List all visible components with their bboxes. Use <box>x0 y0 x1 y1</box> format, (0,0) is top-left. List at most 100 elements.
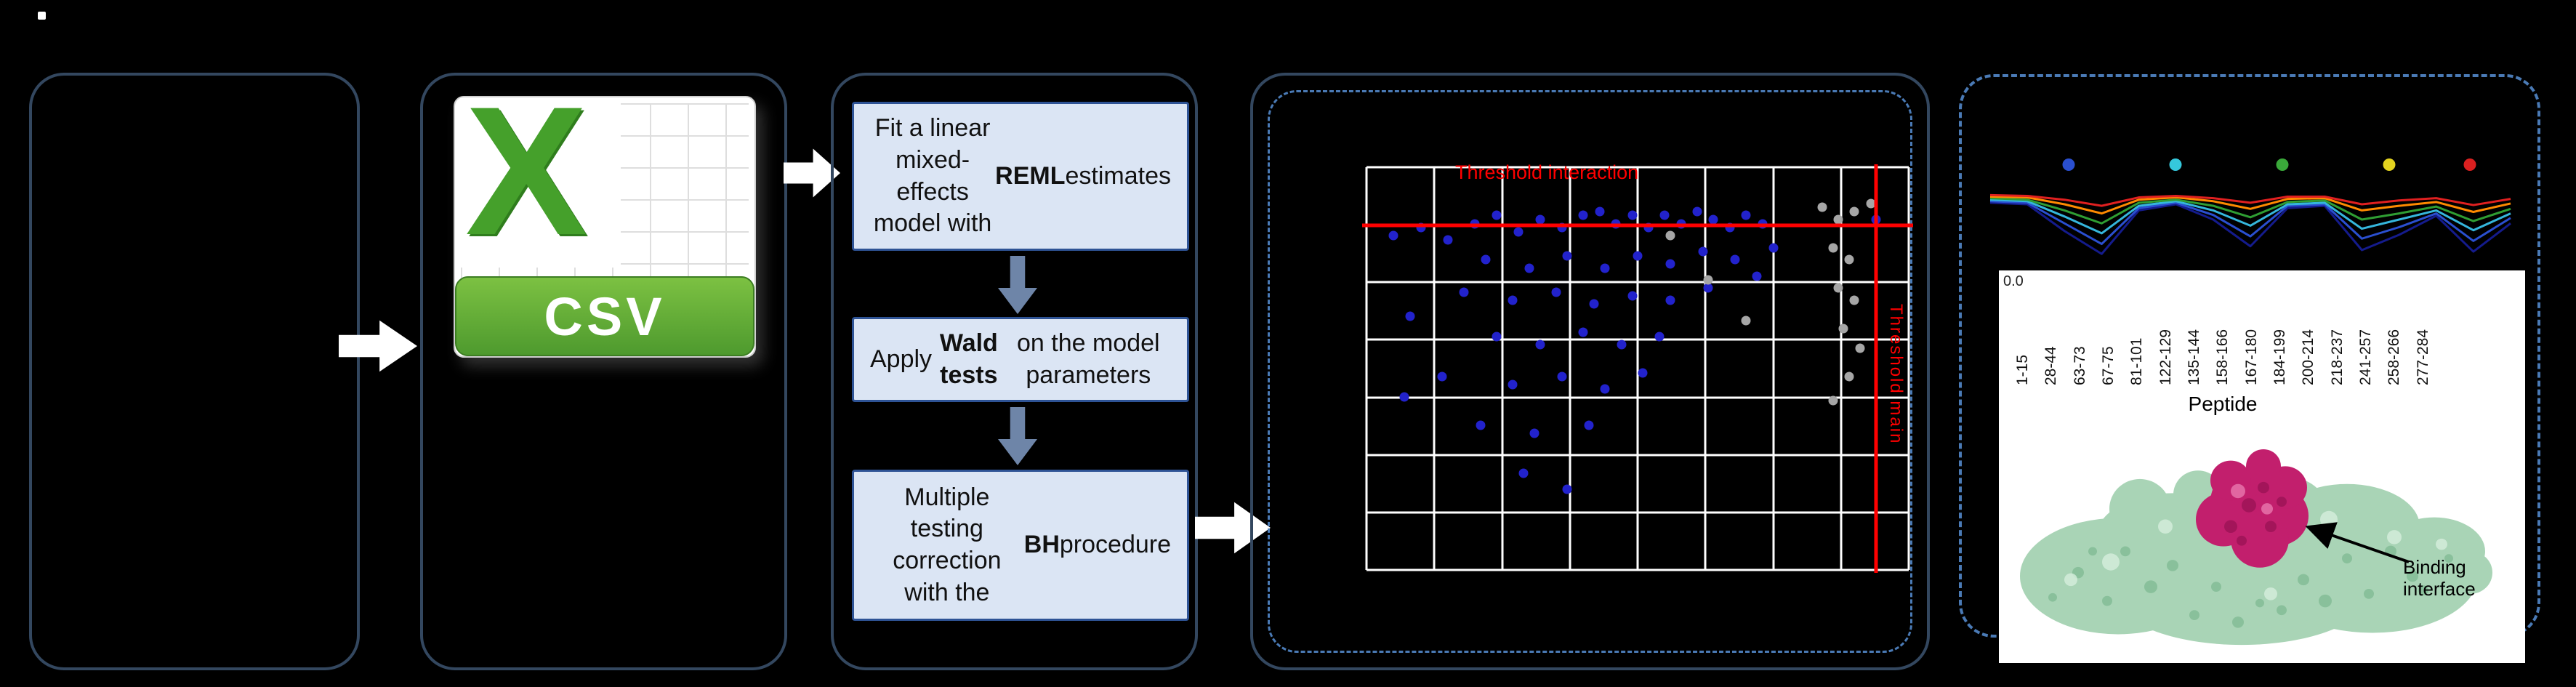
condition-markers <box>1983 158 2518 172</box>
scatter-point-blue_points <box>1600 263 1610 273</box>
condition-dot <box>2276 158 2289 171</box>
down-arrow-icon <box>998 407 1037 465</box>
scatter-point-blue_points <box>1524 263 1534 273</box>
scatter-point-blue_points <box>1399 392 1409 402</box>
threshold-line-vertical <box>1874 164 1878 573</box>
gridline-vertical <box>1840 167 1843 570</box>
gridline-vertical <box>1636 167 1639 570</box>
step-text: Apply <box>870 345 933 373</box>
scatter-point-blue_points <box>1513 227 1524 237</box>
gridline-horizontal <box>1367 396 1909 399</box>
scatter-point-blue_points <box>1589 299 1599 309</box>
panel-input-data <box>29 73 360 670</box>
scatter-point-blue_points <box>1551 287 1561 297</box>
excel-x-logo: X <box>465 96 588 273</box>
step-text: procedure <box>1059 531 1171 559</box>
line-series-orange <box>1989 196 2511 215</box>
condition-dot <box>2062 158 2075 171</box>
scatter-point-blue_points <box>1768 243 1778 253</box>
scatter-point-blue_points <box>1665 259 1675 269</box>
scatter-point-gray_points <box>1855 343 1865 353</box>
scatter-point-blue_points <box>1627 291 1638 301</box>
scatter-point-gray_points <box>1828 395 1838 406</box>
scatter-point-gray_points <box>1838 324 1848 334</box>
dashed-frame <box>1268 90 1912 653</box>
scatter-point-blue_points <box>1492 332 1502 342</box>
peptide-tick-label: 67-75 <box>2100 346 2117 385</box>
panel-csv-file: X CSV <box>420 73 787 670</box>
scatter-point-blue_points <box>1665 295 1675 305</box>
condition-dot <box>2383 158 2396 171</box>
scatter-point-blue_points <box>1584 420 1594 430</box>
gridline-horizontal <box>1367 166 1909 169</box>
step-text: on the model parameters <box>1017 329 1160 389</box>
scatter-point-blue_points <box>1443 235 1453 245</box>
scatter-plot: Threshold interaction Threshold main <box>1362 161 1913 573</box>
scatter-point-blue_points <box>1752 271 1762 281</box>
csv-x-backplate <box>459 102 621 268</box>
scatter-point-blue_points <box>1600 384 1610 394</box>
step-text: Fit a linear mixed-effects model with <box>873 114 992 238</box>
peptide-tick-label: 200-214 <box>2300 329 2317 385</box>
gridline-horizontal <box>1367 338 1909 341</box>
threshold-line-horizontal <box>1362 223 1913 228</box>
peptide-tick-label: 81-101 <box>2128 337 2146 385</box>
scatter-point-blue_points <box>1535 340 1545 350</box>
peptide-tick-label: 241-257 <box>2357 329 2375 385</box>
scatter-point-blue_points <box>1638 368 1648 378</box>
gridline-horizontal <box>1367 511 1909 514</box>
scatter-point-blue_points <box>1595 206 1605 217</box>
scatter-point-gray_points <box>1866 198 1876 209</box>
scatter-point-blue_points <box>1562 251 1572 261</box>
peptide-tick-label: 258-266 <box>2386 329 2403 385</box>
peptide-tick-label: 1-15 <box>2014 354 2031 385</box>
scatter-point-blue_points <box>1692 206 1702 217</box>
panel-statistics: Fit a linear mixed-effects model with RE… <box>831 73 1198 670</box>
scatter-point-blue_points <box>1698 246 1708 257</box>
scatter-point-blue_points <box>1617 340 1627 350</box>
panel-volcano-plot: Threshold interaction Threshold main <box>1250 73 1930 670</box>
scatter-point-blue_points <box>1741 210 1751 220</box>
scatter-point-blue_points <box>1659 210 1670 220</box>
scatter-point-blue_points <box>1730 254 1740 265</box>
scatter-point-gray_points <box>1741 316 1751 326</box>
scatter-point-blue_points <box>1578 210 1588 220</box>
peptide-tick-label: 158-166 <box>2214 329 2231 385</box>
step-text: estimates <box>1065 161 1172 190</box>
peptide-tick-label: 122-129 <box>2157 329 2174 385</box>
binding-interface-arrow-icon <box>2305 522 2410 563</box>
scatter-point-blue_points <box>1518 468 1529 478</box>
results-card: 0.0 1-15 28-44 63-73 67-75 81-101 122-129 135-… <box>1999 270 2525 663</box>
down-arrow-icon <box>998 256 1037 314</box>
scatter-point-blue_points <box>1562 484 1572 494</box>
csv-file-icon: X CSV <box>446 96 763 377</box>
line-series-navy <box>1989 201 2511 255</box>
csv-banner-label: CSV <box>544 286 666 347</box>
step-keyword: Wald tests <box>939 329 998 389</box>
condition-dot <box>2463 158 2476 171</box>
step-keyword: BH <box>1023 531 1060 559</box>
gridline-vertical <box>1569 167 1571 570</box>
scatter-point-blue_points <box>1708 214 1718 225</box>
scatter-point-blue_points <box>1388 230 1398 241</box>
scatter-point-blue_points <box>1476 420 1486 430</box>
csv-sheet: X CSV <box>454 96 756 358</box>
epitope-line-chart <box>1989 193 2511 255</box>
step-keyword: REML <box>995 161 1066 190</box>
scatter-point-gray_points <box>1849 295 1859 305</box>
scatter-point-blue_points <box>1535 214 1545 225</box>
peptide-tick-label: 184-199 <box>2271 329 2289 385</box>
scatter-point-gray_points <box>1844 254 1854 265</box>
step-reml-box: Fit a linear mixed-effects model with RE… <box>852 102 1189 251</box>
x-axis-title: Peptide <box>2188 393 2258 415</box>
peptide-tick-label: 63-73 <box>2071 346 2088 385</box>
scatter-point-blue_points <box>1405 311 1415 321</box>
csv-banner: CSV <box>455 276 754 356</box>
peptide-tick-label: 28-44 <box>2042 346 2060 385</box>
peptide-tick-label: 167-180 <box>2242 329 2260 385</box>
scatter-point-blue_points <box>1654 332 1665 342</box>
gridline-vertical <box>1772 167 1774 570</box>
protein-structure <box>2020 449 2492 646</box>
peptide-axis-labels: 1-15 28-44 63-73 67-75 81-101 122-129 135-144 1… <box>2014 276 2431 387</box>
step-wald-box: Apply Wald tests on the model parameters <box>852 317 1189 402</box>
